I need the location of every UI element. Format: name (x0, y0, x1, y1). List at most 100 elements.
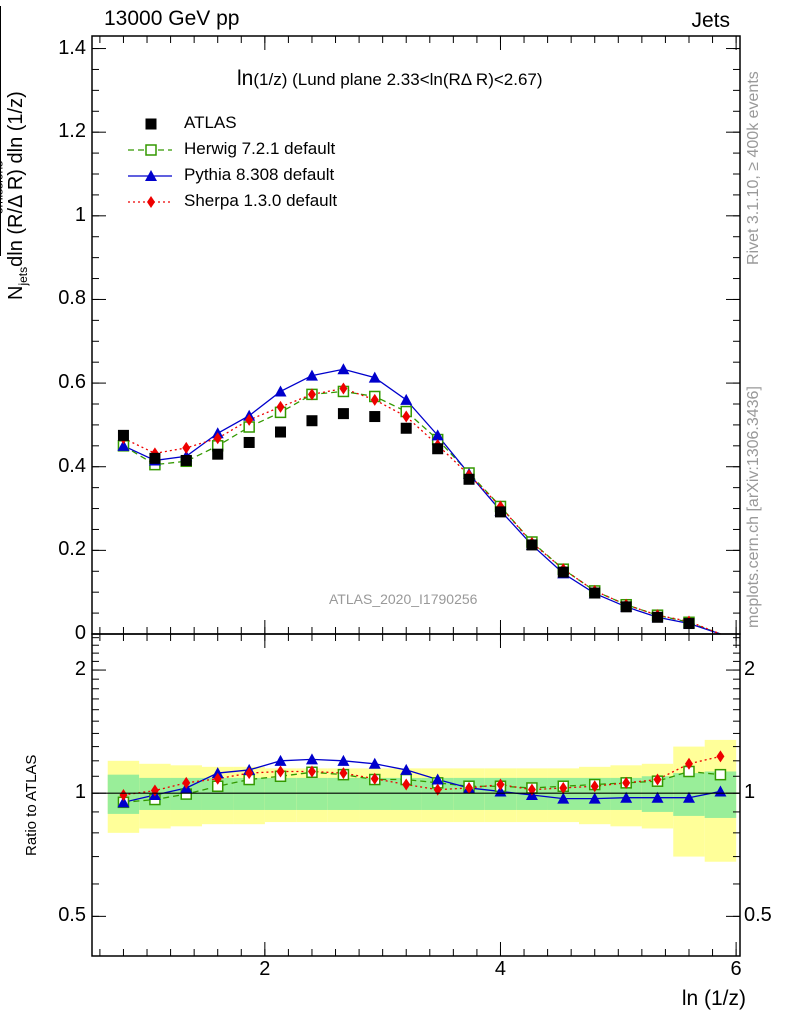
sherpa-ratio-point (307, 765, 316, 778)
main-y-tick-label: 0.4 (58, 454, 86, 477)
legend-marker-atlas (145, 118, 157, 130)
atlas-data-point (683, 618, 695, 630)
sherpa-ratio-point (119, 788, 128, 801)
ratio-series-points (117, 750, 727, 809)
pythia-ratio-point (620, 791, 633, 803)
sherpa-ratio-point (622, 776, 631, 789)
pythia-ratio-point (274, 754, 287, 766)
x-tick-label: 6 (730, 958, 742, 980)
atlas-data-point (243, 436, 255, 448)
pythia-main-point (274, 385, 287, 397)
pythia-main-point (337, 363, 350, 375)
sherpa-main-point (213, 432, 222, 445)
legend-label-atlas: ATLAS (184, 113, 237, 132)
sherpa-ratio-point (684, 757, 693, 770)
main-y-tick-label: 0.8 (58, 287, 86, 310)
sherpa-main-point (182, 441, 191, 454)
sherpa-ratio-point (370, 772, 379, 785)
legend-label-sherpa: Sherpa 1.3.0 default (184, 191, 338, 210)
ratio-panel-frame (91, 633, 741, 957)
sherpa-main-point (245, 413, 254, 426)
plot-title-part2: (1/z) (253, 70, 288, 89)
pythia-ratio-point (588, 792, 601, 804)
ratio-y-tick-label-right: 0.5 (744, 904, 772, 927)
ratio-uncertainty-bands (107, 739, 737, 862)
ratio-inner-band (264, 777, 297, 810)
axis-ticks (92, 36, 740, 957)
x-tick-label: 4 (494, 958, 507, 980)
atlas-data-point (400, 422, 412, 434)
atlas-data-point (494, 506, 506, 518)
ylabel-den-sub: jets (16, 266, 30, 286)
ratio-y-tick-label-right: 1 (744, 781, 756, 804)
atlas-data-point (526, 539, 538, 551)
atlas-data-point (652, 611, 664, 623)
legend-markers (128, 118, 172, 208)
main-y-tick-label: 1.2 (58, 120, 86, 143)
ylabel-num-d: d (0, 241, 3, 252)
main-y-tick-label: 0 (74, 622, 86, 644)
main-y-tick-label: 1 (74, 203, 86, 226)
atlas-data-point (463, 473, 475, 485)
atlas-data-point (337, 408, 349, 420)
atlas-data-point (149, 452, 161, 464)
atlas-data-point (589, 587, 601, 599)
atlas-data-point (275, 426, 287, 438)
herwig-ratio-point (714, 768, 727, 781)
ratio-y-tick-label-right: 2 (744, 658, 756, 681)
pythia-ratio-point (682, 791, 695, 803)
sherpa-ratio-point (276, 765, 285, 778)
sherpa-ratio-point (182, 776, 191, 789)
sherpa-ratio-point (245, 767, 254, 780)
analysis-watermark: ATLAS_2020_I1790256 (329, 591, 478, 607)
pythia-main-point (305, 369, 318, 381)
plot-title: ln(1/z) (Lund plane 2.33<ln(RΔ R)<2.67) (237, 67, 543, 91)
atlas-data-point (557, 566, 569, 578)
sherpa-ratio-point (496, 778, 505, 791)
legend-label-herwig: Herwig 7.2.1 default (184, 139, 336, 158)
sherpa-ratio-point (465, 781, 474, 794)
ylabel-num-n: N (0, 214, 3, 234)
pythia-ratio-line (123, 758, 721, 803)
sherpa-ratio-point (402, 778, 411, 791)
pythia-main-point (368, 371, 381, 383)
ratio-y-tick-label-left: 2 (74, 658, 86, 681)
rivet-side-text: Rivet 3.1.10, ≥ 400k events (745, 71, 762, 265)
legend-marker-pythia (145, 170, 157, 181)
sherpa-main-point (339, 382, 348, 395)
atlas-data-point (117, 429, 129, 441)
legend-marker-sherpa (147, 196, 155, 208)
ylabel-one: 1 (0, 264, 2, 275)
atlas-data-point (432, 443, 444, 455)
ylabel-den-n: N (5, 285, 27, 300)
x-tick-label: 2 (259, 958, 271, 980)
sherpa-ratio-point (559, 781, 568, 794)
category-label: Jets (691, 9, 730, 32)
atlas-data-point (212, 448, 224, 460)
pythia-main-point (117, 439, 130, 451)
pythia-ratio-point (400, 763, 413, 775)
main-y-tick-label: 0.2 (58, 538, 86, 561)
pythia-ratio-point (117, 796, 130, 808)
ratio-y-tick-label-left: 1 (74, 781, 86, 804)
sherpa-main-point (307, 388, 316, 401)
main-series-points (117, 363, 695, 630)
pythia-ratio-point (557, 792, 570, 804)
main-y-tick-label: 1.4 (58, 36, 86, 59)
pythia-ratio-point (431, 773, 444, 785)
sherpa-main-point (402, 410, 411, 423)
x-axis-label: ln (1/z) (681, 987, 746, 1010)
main-y-tick-label: 0.6 (58, 371, 86, 394)
mcplots-side-text: mcplots.cern.ch [arXiv:1306.3436] (745, 386, 762, 628)
sherpa-ratio-point (716, 750, 725, 763)
sherpa-ratio-point (213, 772, 222, 785)
pythia-ratio-point (305, 753, 318, 765)
legend-marker-herwig (145, 144, 157, 156)
atlas-data-point (620, 601, 632, 613)
energy-label: 13000 GeV pp (104, 7, 240, 30)
ylabel-denominator: Njetsdln (R/Δ R) dln (1/z) (4, 91, 35, 300)
sherpa-ratio-point (590, 780, 599, 793)
sherpa-ratio-point (339, 767, 348, 780)
pythia-ratio-point (211, 767, 224, 779)
